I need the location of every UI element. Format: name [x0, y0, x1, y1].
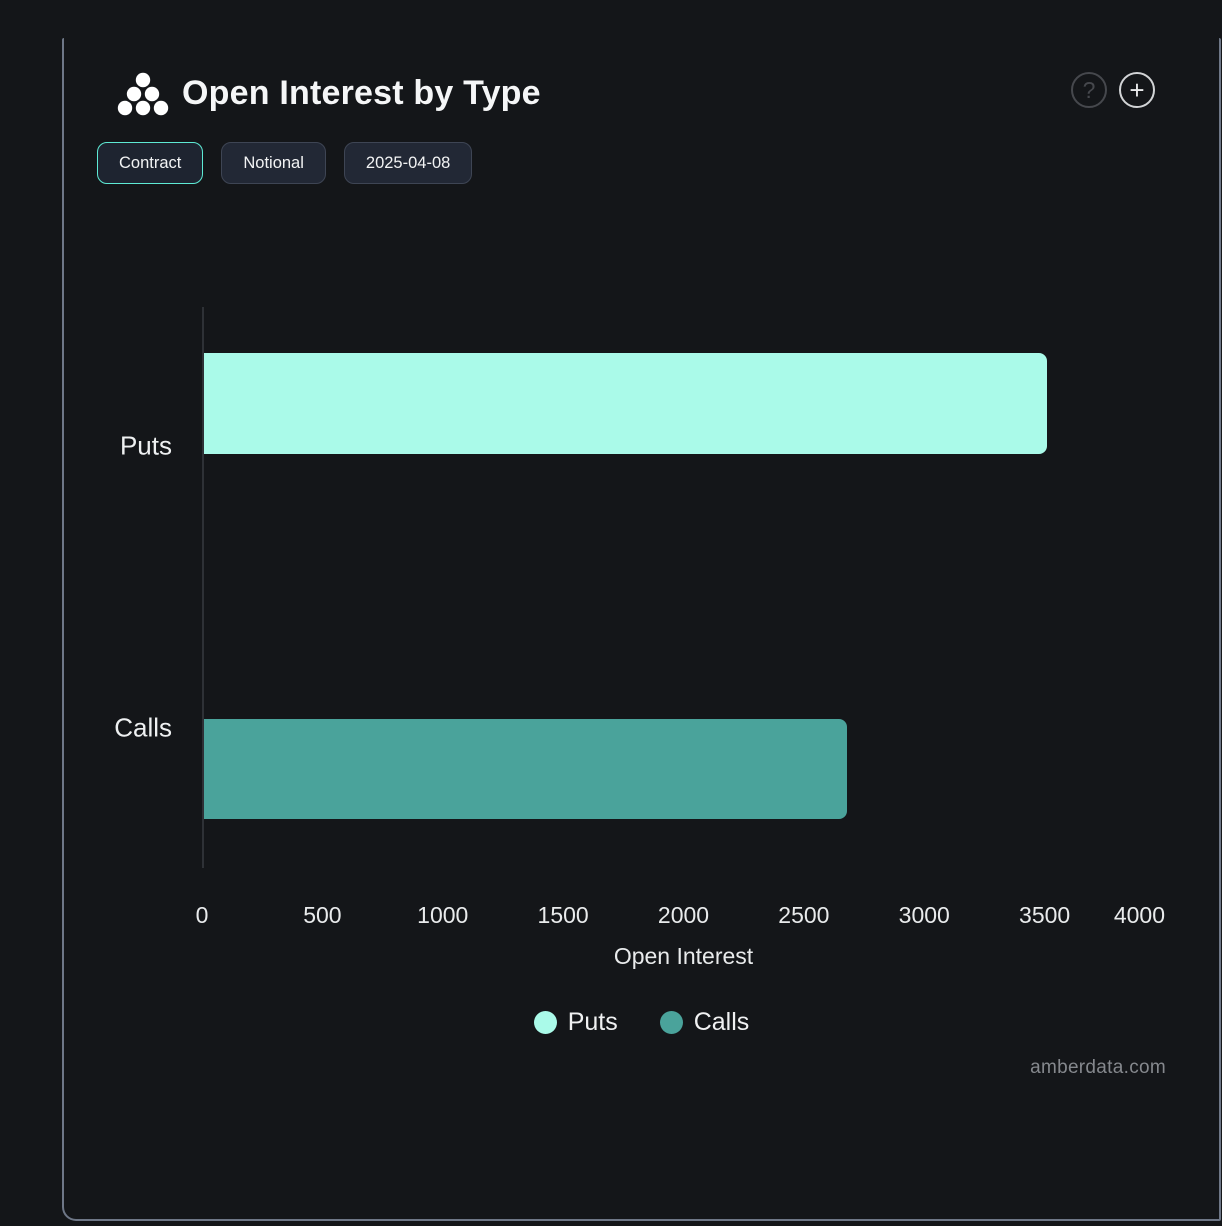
legend-label: Calls [693, 1008, 750, 1036]
legend-item-puts[interactable]: Puts [533, 1008, 618, 1037]
bar-puts[interactable] [204, 353, 1047, 454]
x-axis-tick-label: 3500 [1019, 902, 1071, 928]
watermark-text: amberdata.com [1030, 1057, 1166, 1078]
legend-item-calls[interactable]: Calls [659, 1008, 750, 1037]
x-axis-tick-label: 1500 [537, 902, 589, 928]
amberdata-logo-dots-icon [117, 72, 169, 116]
x-axis-tick-label: 1000 [417, 902, 469, 928]
y-axis-category-label: Calls [114, 712, 172, 743]
x-axis-tick-label: 500 [303, 902, 342, 928]
page-title: Open Interest by Type [182, 74, 541, 112]
x-axis-tick-label: 4000 [1113, 902, 1165, 928]
x-axis-tick-label: 3000 [898, 902, 950, 928]
add-button[interactable]: + [1119, 72, 1155, 108]
plus-icon: + [1129, 75, 1145, 105]
x-axis-tick-label: 2500 [778, 902, 830, 928]
x-axis-title: Open Interest [613, 943, 754, 969]
y-axis-line [202, 307, 204, 868]
chart-panel [62, 38, 1221, 1221]
legend-label: Puts [567, 1008, 618, 1036]
y-axis-category-label: Puts [119, 430, 172, 461]
legend-dot-icon [533, 1011, 557, 1034]
toolbar-button-notional[interactable]: Notional [221, 142, 326, 184]
toolbar: Contract Notional 2025-04-08 [97, 142, 473, 184]
x-axis-tick-label: 0 [195, 902, 209, 928]
question-mark-icon: ? [1082, 76, 1096, 103]
toolbar-button-contract[interactable]: Contract [97, 142, 204, 184]
help-button[interactable]: ? [1071, 72, 1107, 108]
bar-calls[interactable] [204, 719, 847, 819]
chart-legend: Puts Calls [62, 1008, 1221, 1037]
legend-dot-icon [659, 1011, 683, 1034]
x-axis-tick-label: 2000 [657, 902, 710, 928]
toolbar-button-2025-04-08[interactable]: 2025-04-08 [343, 142, 473, 184]
